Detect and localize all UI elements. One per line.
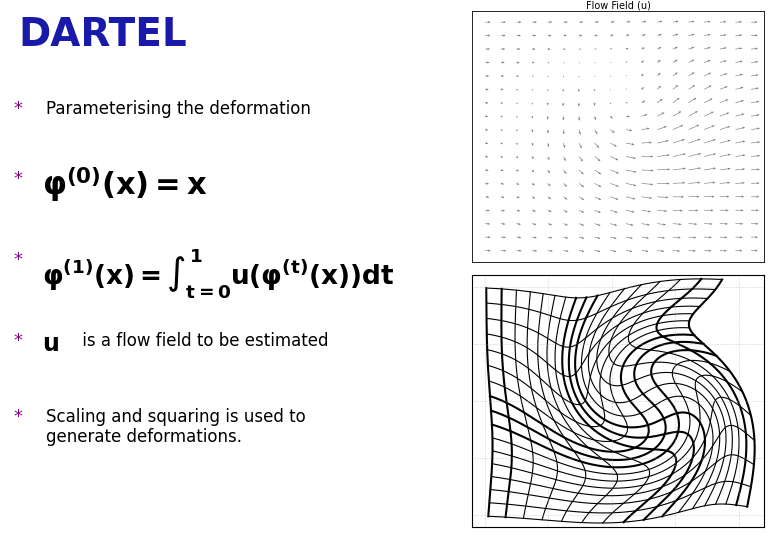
Text: *: * <box>14 408 23 426</box>
Text: $\mathbf{u}$: $\mathbf{u}$ <box>42 332 58 356</box>
Title: Flow Field (u): Flow Field (u) <box>586 0 651 10</box>
Text: $\boldsymbol{\varphi}^{\mathbf{(0)}}\mathbf{(x) = x}$: $\boldsymbol{\varphi}^{\mathbf{(0)}}\mat… <box>42 165 207 204</box>
Text: is a flow field to be estimated: is a flow field to be estimated <box>76 332 328 350</box>
Text: *: * <box>14 332 23 350</box>
Text: *: * <box>14 100 23 118</box>
Text: Scaling and squaring is used to
generate deformations.: Scaling and squaring is used to generate… <box>47 408 307 447</box>
Text: $\boldsymbol{\varphi}^{\mathbf{(1)}}\mathbf{(x) = \int_{t=0}^{1} u(\varphi^{(t)}: $\boldsymbol{\varphi}^{\mathbf{(1)}}\mat… <box>42 246 394 300</box>
Text: DARTEL: DARTEL <box>19 16 187 54</box>
Text: Parameterising the deformation: Parameterising the deformation <box>47 100 311 118</box>
Text: *: * <box>14 251 23 269</box>
Text: *: * <box>14 170 23 188</box>
